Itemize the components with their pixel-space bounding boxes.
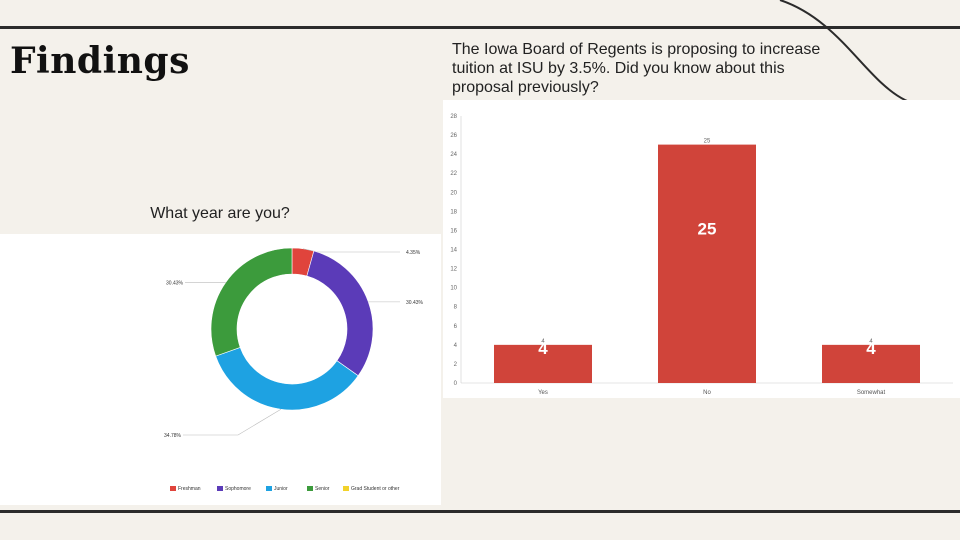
slice-percent-label: 30.43% [406,300,424,306]
top-rule [0,26,960,29]
y-tick-label: 20 [450,190,457,196]
y-tick-label: 6 [454,324,458,330]
y-tick-label: 28 [450,114,457,120]
y-tick-label: 18 [450,209,457,215]
bar-chart: 024681012141618202224262844Yes2525No44So… [450,114,953,396]
decorative-curve [779,0,960,125]
legend-swatch-sophomore [217,486,223,491]
slide-title: Findings [10,40,190,82]
bar-inner-label: 4 [866,339,876,358]
bar-top-label: 25 [704,139,711,145]
bar-yes [494,344,592,383]
y-tick-label: 2 [454,362,458,368]
y-tick-label: 26 [450,133,457,139]
y-tick-label: 8 [454,305,458,311]
slice-junior [215,347,359,411]
legend-swatch-freshman [170,486,176,491]
bar-no [658,144,756,383]
slice-leader-line [183,408,282,436]
donut-chart-question: What year are you? [150,205,290,222]
slice-leader-line [302,248,400,253]
x-tick-label: No [703,390,711,396]
legend-swatch-junior [266,486,272,491]
bottom-rule [0,510,960,513]
legend-label: Senior [315,486,330,492]
donut-chart: 4.35% 30.43% 34.78% 30.43% Freshman Sophomore… [164,247,424,492]
y-tick-label: 24 [450,152,457,158]
slice-senior [210,247,293,357]
slice-percent-label: 4.35% [406,250,421,256]
legend-label: Grad Student or other [351,486,400,492]
slice-sophomore [306,250,374,377]
bar-inner-label: 4 [538,339,548,358]
bar-somewhat [822,344,920,383]
bar-top-label: 4 [541,339,545,345]
slice-percent-label: 34.78% [164,433,182,439]
x-tick-label: Somewhat [857,390,886,396]
y-tick-label: 4 [454,343,458,349]
y-tick-label: 0 [454,381,458,387]
y-tick-label: 14 [450,248,457,254]
y-tick-label: 10 [450,286,457,292]
bar-inner-label: 25 [698,220,717,239]
slice-percent-label: 30.43% [166,280,184,286]
legend-label: Sophomore [225,486,251,492]
y-tick-label: 12 [450,267,457,273]
bar-chart-question: The Iowa Board of Regents is proposing t… [452,41,821,96]
x-tick-label: Yes [538,390,548,396]
legend-label: Junior [274,486,288,492]
bar-chart-panel: 0 2 4 6 8 10 12 14 16 18 20 22 24 26 28 4 4 Yes 25 25 No 4 4 So… [443,100,960,398]
legend-swatch-grad [343,486,349,491]
y-tick-label: 22 [450,171,457,177]
bar-top-label: 4 [869,339,873,345]
legend-swatch-senior [307,486,313,491]
donut-chart-panel: 4.35% 30.43% 34.78% 30.43% Freshman Sophomore… [0,234,441,505]
y-tick-label: 16 [450,228,457,234]
legend-label: Freshman [178,486,201,492]
